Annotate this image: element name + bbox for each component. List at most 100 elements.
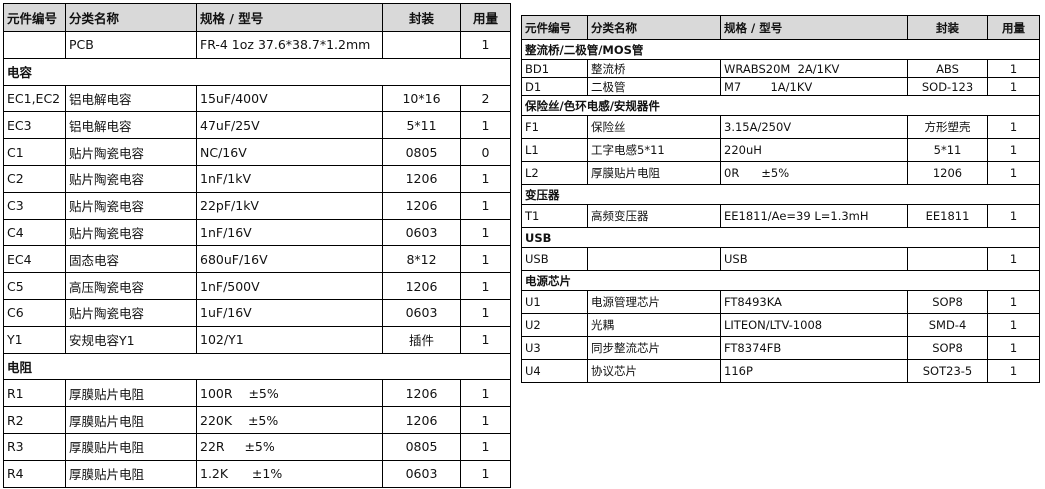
cell: 1206 — [382, 191, 461, 220]
item-row: BD1 整流桥 WRABS20M 2A/1KV ABS 1 — [521, 59, 1040, 78]
cell: F1 — [521, 115, 588, 139]
cell: C5 — [3, 272, 66, 300]
cell: 2 — [460, 84, 511, 113]
section-row: 电容 — [3, 57, 511, 86]
cell: 1 — [460, 31, 511, 59]
cell: 1.2K ±1% — [196, 459, 383, 488]
cell: 固态电容 — [65, 245, 197, 274]
cell: 0R ±5% — [720, 161, 908, 185]
header-cell: 元件编号 — [521, 15, 588, 40]
item-row: U4 协议芯片 116P SOT23-5 1 — [521, 359, 1040, 383]
cell: C3 — [3, 191, 66, 220]
cell: 光耦 — [587, 313, 721, 337]
cell: 116P — [720, 359, 908, 383]
cell: 1nF/500V — [196, 272, 383, 300]
cell: 1 — [987, 204, 1040, 228]
cell — [3, 31, 66, 59]
cell: ABS — [907, 59, 988, 78]
section-cell: 保险丝/色环电感/安规器件 — [521, 95, 1040, 116]
cell: 1 — [460, 406, 511, 434]
cell: EC1,EC2 — [3, 84, 66, 113]
cell: 同步整流芯片 — [587, 336, 721, 360]
section-cell: USB — [521, 227, 1040, 248]
item-row: C2 贴片陶瓷电容 1nF/1kV 1206 1 — [3, 164, 511, 193]
bom-table-right: 元件编号 分类名称 规格 / 型号 封装 用量 整流桥/二极管/MOS管 BD1 整流桥 WRA… — [521, 15, 1040, 383]
cell — [382, 31, 461, 59]
item-row: C1 贴片陶瓷电容 NC/16V 0805 0 — [3, 138, 511, 166]
cell: PCB — [65, 31, 197, 59]
cell: 0603 — [382, 298, 461, 327]
cell: 1nF/16V — [196, 218, 383, 247]
cell: 0805 — [382, 138, 461, 166]
cell: 10*16 — [382, 84, 461, 113]
cell: 贴片陶瓷电容 — [65, 298, 197, 327]
header-cell: 封装 — [907, 15, 988, 40]
cell: 15uF/400V — [196, 84, 383, 113]
section-cell: 电阻 — [3, 352, 511, 381]
cell: 贴片陶瓷电容 — [65, 164, 197, 193]
section-row: 整流桥/二极管/MOS管 — [521, 39, 1040, 60]
section-row: 电阻 — [3, 352, 511, 381]
cell: SOP8 — [907, 290, 988, 314]
cell: 1 — [460, 111, 511, 140]
item-row: F1 保险丝 3.15A/250V 方形塑壳 1 — [521, 115, 1040, 139]
cell: 方形塑壳 — [907, 115, 988, 139]
cell: U3 — [521, 336, 588, 360]
cell: C1 — [3, 138, 66, 166]
cell: EC4 — [3, 245, 66, 274]
cell: 22R ±5% — [196, 432, 383, 461]
cell: USB — [521, 247, 588, 271]
cell: 680uF/16V — [196, 245, 383, 274]
cell: USB — [720, 247, 908, 271]
cell: 0805 — [382, 432, 461, 461]
header-cell: 分类名称 — [65, 3, 197, 32]
cell: 二极管 — [587, 77, 721, 96]
cell: FT8374FB — [720, 336, 908, 360]
header-cell: 分类名称 — [587, 15, 721, 40]
cell: 贴片陶瓷电容 — [65, 218, 197, 247]
cell: 厚膜贴片电阻 — [65, 459, 197, 488]
item-row: C5 高压陶瓷电容 1nF/500V 1206 1 — [3, 272, 511, 300]
cell: C2 — [3, 164, 66, 193]
cell: 1206 — [382, 164, 461, 193]
cell: 厚膜贴片电阻 — [65, 406, 197, 434]
cell: 工字电感5*11 — [587, 138, 721, 162]
cell: 厚膜贴片电阻 — [65, 432, 197, 461]
cell — [587, 247, 721, 271]
cell: 1uF/16V — [196, 298, 383, 327]
cell: 1206 — [907, 161, 988, 185]
header-cell: 规格 / 型号 — [196, 3, 383, 32]
cell: 厚膜贴片电阻 — [65, 379, 197, 408]
cell: SOD-123 — [907, 77, 988, 96]
section-row: 电源芯片 — [521, 270, 1040, 291]
cell: R2 — [3, 406, 66, 434]
item-row: EC3 铝电解电容 47uF/25V 5*11 1 — [3, 111, 511, 140]
cell: LITEON/LTV-1008 — [720, 313, 908, 337]
cell: 1 — [460, 191, 511, 220]
cell: 1 — [987, 138, 1040, 162]
cell: 220K ±5% — [196, 406, 383, 434]
item-row: R2 厚膜贴片电阻 220K ±5% 1206 1 — [3, 406, 511, 434]
item-row: USB USB 1 — [521, 247, 1040, 271]
cell: 1 — [987, 59, 1040, 78]
cell: U1 — [521, 290, 588, 314]
cell: 102/Y1 — [196, 325, 383, 354]
cell — [907, 247, 988, 271]
cell: Y1 — [3, 325, 66, 354]
section-cell: 整流桥/二极管/MOS管 — [521, 39, 1040, 60]
item-row: Y1 安规电容Y1 102/Y1 插件 1 — [3, 325, 511, 354]
cell: 1 — [460, 245, 511, 274]
cell: R3 — [3, 432, 66, 461]
cell: 高频变压器 — [587, 204, 721, 228]
item-row: R1 厚膜贴片电阻 100R ±5% 1206 1 — [3, 379, 511, 408]
cell: 1 — [987, 336, 1040, 360]
item-row: C6 贴片陶瓷电容 1uF/16V 0603 1 — [3, 298, 511, 327]
cell: BD1 — [521, 59, 588, 78]
cell: 1 — [987, 77, 1040, 96]
cell: 1 — [460, 218, 511, 247]
item-row: R3 厚膜贴片电阻 22R ±5% 0805 1 — [3, 432, 511, 461]
header-row: 元件编号 分类名称 规格 / 型号 封装 用量 — [3, 3, 511, 32]
cell: 保险丝 — [587, 115, 721, 139]
cell: 插件 — [382, 325, 461, 354]
